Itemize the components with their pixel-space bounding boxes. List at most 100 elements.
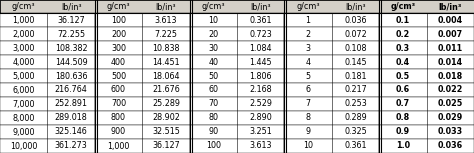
Text: 10.838: 10.838 [152,43,180,52]
Text: 1.084: 1.084 [249,43,272,52]
Text: 20: 20 [208,30,219,39]
Text: 200: 200 [111,30,126,39]
Bar [190,41,284,55]
Text: 1: 1 [306,15,310,24]
Text: 800: 800 [111,114,126,123]
Text: 0.145: 0.145 [344,58,367,67]
Bar [95,55,190,69]
Text: 3: 3 [306,43,310,52]
Bar [284,13,379,27]
Text: g/cm³: g/cm³ [296,2,320,11]
Bar [284,139,379,153]
Text: 18.064: 18.064 [152,71,180,80]
Text: 2.529: 2.529 [249,99,272,108]
Text: 40: 40 [208,58,219,67]
Text: 216.764: 216.764 [55,86,88,95]
Bar [284,69,379,83]
Bar [379,13,474,27]
Text: 9,000: 9,000 [12,127,35,136]
Text: g/cm³: g/cm³ [107,2,130,11]
Bar [95,139,190,153]
Bar [0,111,95,125]
Text: 0.325: 0.325 [344,127,367,136]
Text: 0.072: 0.072 [344,30,367,39]
Text: g/cm³: g/cm³ [12,2,36,11]
Text: 3.613: 3.613 [249,142,272,151]
Text: 0.8: 0.8 [396,114,410,123]
Text: 1.0: 1.0 [396,142,410,151]
Text: 7.225: 7.225 [155,30,177,39]
Text: 0.3: 0.3 [396,43,410,52]
Text: 8,000: 8,000 [12,114,35,123]
Text: lb/in³: lb/in³ [438,2,462,11]
Text: 0.6: 0.6 [396,86,410,95]
Text: 10: 10 [303,142,313,151]
Text: 0.4: 0.4 [396,58,410,67]
Bar [284,27,379,41]
Bar [379,139,474,153]
Bar [190,125,284,139]
Bar [190,83,284,97]
Bar [284,111,379,125]
Text: lb/in³: lb/in³ [155,2,176,11]
Text: 1.445: 1.445 [249,58,272,67]
Text: 0.361: 0.361 [344,142,367,151]
Text: 14.451: 14.451 [152,58,180,67]
Bar [0,69,95,83]
Text: 5: 5 [306,71,310,80]
Text: 8: 8 [306,114,310,123]
Text: 80: 80 [208,114,219,123]
Bar [95,83,190,97]
Bar [379,27,474,41]
Text: 7: 7 [306,99,310,108]
Text: 400: 400 [111,58,126,67]
Bar [379,55,474,69]
Bar [0,83,95,97]
Text: 10: 10 [208,15,219,24]
Bar [379,111,474,125]
Text: 0.9: 0.9 [396,127,410,136]
Bar [284,83,379,97]
Text: 0.029: 0.029 [438,114,463,123]
Text: 0.025: 0.025 [438,99,463,108]
Text: 0.033: 0.033 [438,127,463,136]
Text: 700: 700 [111,99,126,108]
Text: 0.2: 0.2 [396,30,410,39]
Bar [284,0,379,13]
Bar [95,97,190,111]
Text: 50: 50 [208,71,219,80]
Text: 72.255: 72.255 [57,30,85,39]
Text: 1,000: 1,000 [12,15,35,24]
Text: 0.007: 0.007 [438,30,463,39]
Text: 0.036: 0.036 [344,15,367,24]
Text: 70: 70 [208,99,219,108]
Text: 0.1: 0.1 [396,15,410,24]
Text: 6,000: 6,000 [12,86,35,95]
Text: g/cm³: g/cm³ [201,2,225,11]
Text: 0.361: 0.361 [249,15,272,24]
Text: 90: 90 [208,127,219,136]
Bar [379,97,474,111]
Text: 4,000: 4,000 [12,58,35,67]
Text: 100: 100 [111,15,126,24]
Text: 2.890: 2.890 [249,114,272,123]
Text: 325.146: 325.146 [55,127,88,136]
Text: 30: 30 [208,43,219,52]
Text: 6: 6 [306,86,310,95]
Bar [95,111,190,125]
Bar [190,139,284,153]
Bar [0,139,95,153]
Bar [284,125,379,139]
Text: 108.382: 108.382 [55,43,87,52]
Bar [379,125,474,139]
Text: 36.127: 36.127 [152,142,180,151]
Text: 100: 100 [206,142,221,151]
Text: 4: 4 [306,58,310,67]
Bar [190,27,284,41]
Bar [284,55,379,69]
Bar [95,41,190,55]
Bar [0,27,95,41]
Bar [95,13,190,27]
Text: 0.108: 0.108 [344,43,367,52]
Text: 0.5: 0.5 [396,71,410,80]
